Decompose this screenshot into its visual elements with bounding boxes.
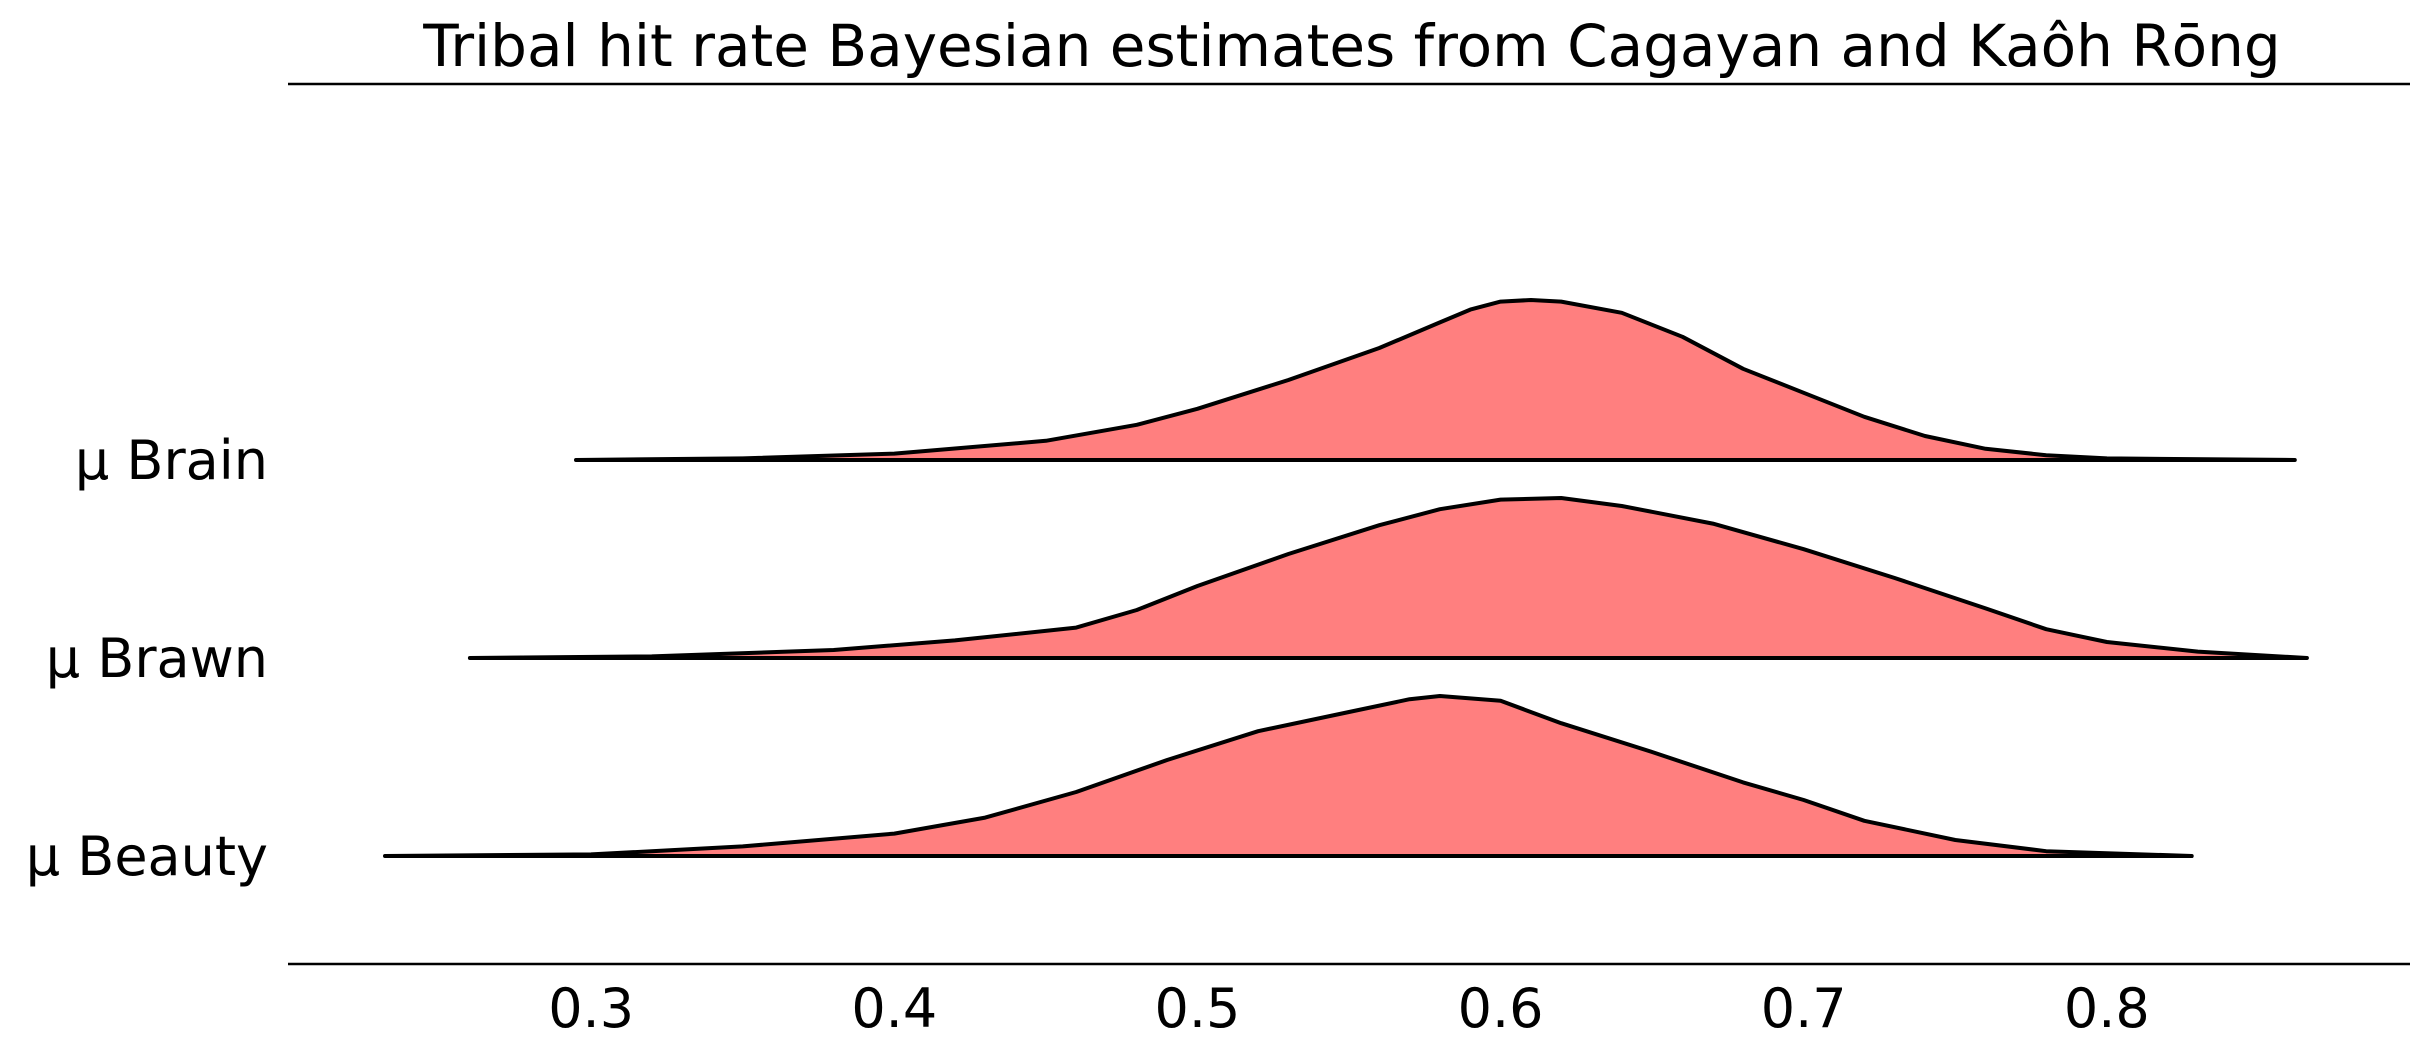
row-labels: μ Brain μ Brawn μ Beauty <box>26 429 268 888</box>
x-axis-ticks: 0.3 0.4 0.5 0.6 0.7 0.8 <box>548 977 2150 1040</box>
x-tick-label: 0.4 <box>851 977 937 1040</box>
x-tick-label: 0.6 <box>1458 977 1544 1040</box>
x-tick-label: 0.3 <box>548 977 634 1040</box>
density-brawn <box>467 496 2309 660</box>
row-label-brain: μ Brain <box>75 429 268 492</box>
x-tick-label: 0.7 <box>1761 977 1847 1040</box>
row-label-beauty: μ Beauty <box>26 825 268 888</box>
row-label-brawn: μ Brawn <box>46 627 268 690</box>
x-tick-label: 0.5 <box>1154 977 1240 1040</box>
density-brain <box>574 298 2297 462</box>
ridges <box>383 298 2309 858</box>
x-tick-label: 0.8 <box>2064 977 2150 1040</box>
chart-title: Tribal hit rate Bayesian estimates from … <box>422 12 2280 80</box>
density-beauty <box>383 694 2194 858</box>
